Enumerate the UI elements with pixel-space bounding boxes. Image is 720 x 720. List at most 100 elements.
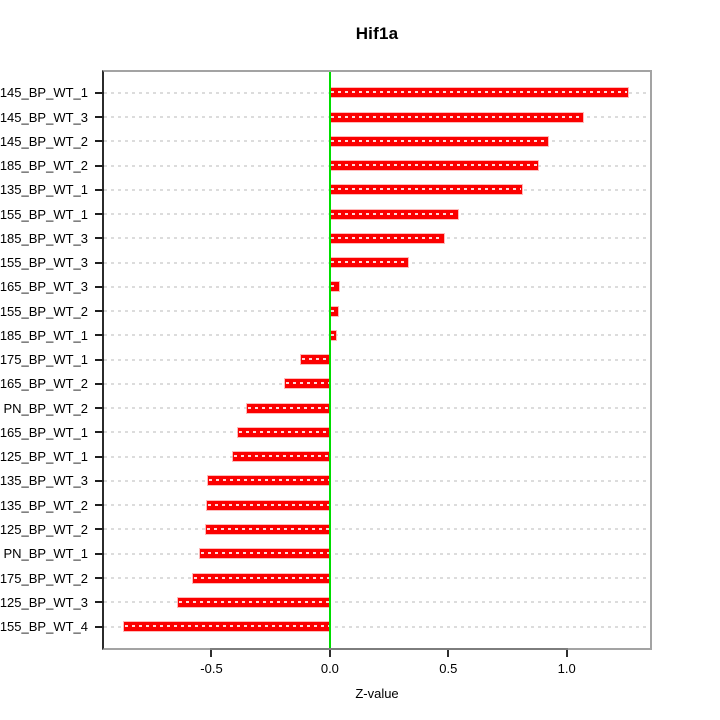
y-axis-category-label: PN_BP_WT_2	[3, 400, 88, 416]
y-axis-tick	[95, 601, 104, 604]
bar-E145_BP_WT_1	[329, 88, 629, 98]
y-axis-category-label: E155_BP_WT_3	[0, 255, 88, 271]
y-axis-tick	[95, 479, 104, 482]
bar-PN_BP_WT_1	[199, 549, 330, 559]
y-axis-tick	[95, 504, 104, 507]
y-axis-tick	[95, 407, 104, 410]
y-axis-tick	[95, 334, 104, 337]
gridline	[104, 407, 650, 410]
bar-grid-overlay	[330, 309, 337, 312]
gridline	[104, 601, 650, 604]
y-axis-category-label: E185_BP_WT_2	[0, 158, 88, 174]
bar-grid-overlay	[330, 164, 538, 167]
bar-grid-overlay	[330, 188, 521, 191]
bar-grid-overlay	[193, 576, 329, 579]
y-axis-tick	[95, 358, 104, 361]
bar-E185_BP_WT_2	[329, 161, 539, 171]
plot-area: E145_BP_WT_1 E145_BP_WT_3 E145_BP_WT_2 E185…	[0, 70, 652, 676]
y-axis-category-label: E125_BP_WT_3	[0, 594, 88, 610]
gridline	[104, 431, 650, 434]
bar-grid-overlay	[179, 600, 329, 603]
bar-grid-overlay	[330, 236, 443, 239]
x-axis-tick-label: 0.0	[320, 661, 339, 676]
y-axis-tick	[95, 116, 104, 119]
y-axis-tick	[95, 285, 104, 288]
bar-E165_BP_WT_3	[329, 282, 340, 292]
bar-grid-overlay	[330, 212, 457, 215]
bar-grid-overlay	[330, 91, 628, 94]
x-axis-tick	[565, 648, 568, 657]
x-axis-tick	[328, 648, 331, 657]
y-axis-category-label: PN_BP_WT_1	[3, 546, 88, 562]
y-axis-category-label: E175_BP_WT_1	[0, 352, 88, 368]
y-axis-tick	[95, 188, 104, 191]
bar-grid-overlay	[330, 139, 547, 142]
bar-E125_BP_WT_2	[205, 524, 330, 534]
bar-grid-overlay	[206, 527, 329, 530]
y-axis-tick	[95, 164, 104, 167]
y-axis-tick	[95, 310, 104, 313]
y-axis-tick	[95, 382, 104, 385]
y-axis-category-label: E185_BP_WT_3	[0, 230, 88, 246]
bar-E155_BP_WT_2	[329, 306, 338, 316]
bar-grid-overlay	[302, 358, 329, 361]
y-axis-category-label: E155_BP_WT_1	[0, 206, 88, 222]
bar-E185_BP_WT_1	[329, 330, 337, 340]
gridline	[104, 528, 650, 531]
bar-grid-overlay	[208, 503, 329, 506]
gridline	[104, 358, 650, 361]
gridline	[104, 552, 650, 555]
x-axis-title: Z-value	[355, 686, 399, 701]
y-axis-tick	[95, 577, 104, 579]
y-axis-tick	[95, 140, 104, 143]
gridline	[104, 285, 650, 288]
y-axis-category-label: E165_BP_WT_1	[0, 424, 88, 440]
y-axis-category-label: E145_BP_WT_1	[0, 85, 88, 101]
y-axis-category-label: E175_BP_WT_2	[0, 570, 88, 586]
bar-grid-overlay	[124, 625, 329, 628]
y-axis-tick	[95, 552, 104, 555]
gridline	[104, 577, 650, 579]
gridline	[104, 455, 650, 458]
y-axis-category-label: E145_BP_WT_2	[0, 133, 88, 149]
bar-E155_BP_WT_3	[329, 258, 408, 268]
gridline	[104, 625, 650, 628]
bar-grid-overlay	[248, 406, 329, 409]
y-axis-tick	[95, 91, 104, 94]
zero-reference-line	[328, 72, 331, 648]
y-axis-category-label: E135_BP_WT_2	[0, 497, 88, 513]
y-axis-tick	[95, 625, 104, 628]
bar-grid-overlay	[330, 285, 339, 288]
bar-E135_BP_WT_2	[207, 500, 330, 510]
bar-grid-overlay	[238, 430, 329, 433]
x-axis-tick-label: -0.5	[200, 661, 223, 676]
gridline	[104, 334, 650, 337]
bar-grid-overlay	[285, 382, 329, 385]
bar-E145_BP_WT_2	[329, 136, 548, 146]
y-axis-category-label: E185_BP_WT_1	[0, 327, 88, 343]
x-axis-tick	[210, 648, 213, 657]
bar-grid-overlay	[330, 115, 583, 118]
bar-PN_BP_WT_2	[247, 403, 330, 413]
y-axis-category-label: E155_BP_WT_2	[0, 303, 88, 319]
gridline	[104, 382, 650, 385]
bar-E155_BP_WT_1	[329, 209, 458, 219]
bar-grid-overlay	[330, 261, 407, 264]
y-axis-tick	[95, 528, 104, 531]
y-axis-tick	[95, 455, 104, 458]
chart-title: Hif1a	[355, 24, 399, 43]
bar-grid-overlay	[200, 552, 329, 555]
bar-grid-overlay	[330, 333, 336, 336]
bar-E145_BP_WT_3	[329, 112, 584, 122]
bar-E175_BP_WT_1	[301, 355, 330, 365]
y-axis-category-label: E125_BP_WT_1	[0, 449, 88, 465]
bar-E155_BP_WT_4	[123, 622, 330, 632]
y-axis-tick	[95, 431, 104, 434]
bar-grid-overlay	[208, 479, 329, 482]
y-axis-tick	[95, 261, 104, 264]
y-axis-category-label: E125_BP_WT_2	[0, 521, 88, 537]
bar-E175_BP_WT_2	[192, 573, 330, 583]
x-axis-tick-label: 0.5	[439, 661, 458, 676]
bar-E135_BP_WT_3	[207, 476, 330, 486]
